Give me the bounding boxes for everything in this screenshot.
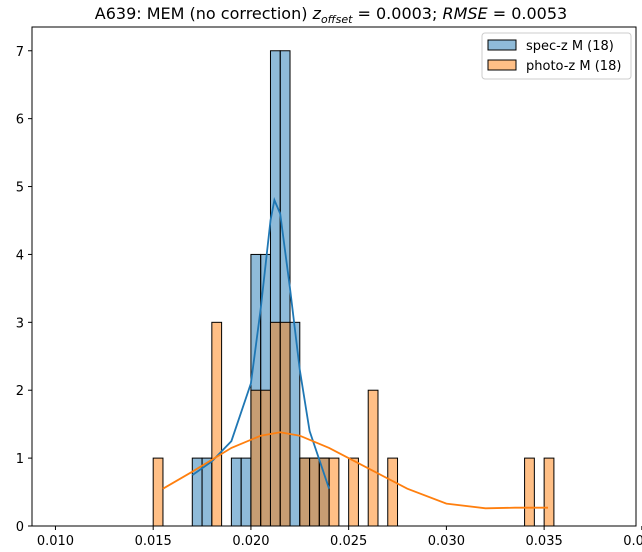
legend-label-series2: photo-z M (18): [526, 59, 621, 74]
legend-label-series1: spec-z M (18): [526, 39, 614, 54]
plot-area: [152, 50, 555, 527]
bar-series2-3: [250, 389, 262, 527]
bar-series2-4: [260, 389, 271, 527]
y-tick-label: 4: [16, 248, 24, 263]
x-tick-label: 0.035: [526, 534, 563, 549]
legend: spec-z M (18) photo-z M (18): [481, 32, 632, 80]
axes-frame: [31, 26, 637, 527]
y-tick-label: 5: [16, 181, 24, 196]
bar-series1-4: [240, 457, 252, 527]
bar-series2-15: [543, 457, 555, 527]
bar-series2-8: [309, 457, 320, 527]
x-tick-label: 0.025: [330, 534, 367, 549]
legend-box: [481, 32, 632, 80]
legend-swatch-series1: [487, 39, 517, 51]
kde-line-series2: [162, 431, 548, 510]
bar-series2-6: [279, 321, 291, 527]
x-tick-label: 0.010: [37, 534, 74, 549]
x-tick-label: 0.020: [232, 534, 269, 549]
legend-swatch-series2: [487, 59, 517, 71]
bar-series1-3: [230, 457, 242, 527]
bar-series2-14: [524, 457, 535, 527]
y-tick-label: 0: [16, 520, 24, 535]
bar-series2-5: [269, 321, 281, 527]
bar-series2-13: [387, 457, 399, 527]
bar-series2-12: [367, 389, 379, 527]
y-tick-label: 6: [16, 113, 24, 128]
axes: 0.010 0.015 0.020 0.025 0.030 0.035 0.040 0 1 2 3 4…: [16, 45, 642, 549]
chart-title: A639: MEM (no correction) zoffset = 0.00…: [95, 4, 567, 26]
x-tick-label: 0.015: [135, 534, 172, 549]
x-tick-label: 0.030: [428, 534, 465, 549]
bar-series2-11: [348, 457, 359, 527]
y-tick-label: 1: [16, 452, 24, 467]
bar-series2-7: [299, 457, 311, 527]
kde-line-series1: [191, 197, 330, 489]
x-tick-label: 0.040: [623, 534, 642, 549]
y-tick-label: 7: [16, 45, 24, 60]
y-tick-label: 2: [16, 384, 24, 399]
bar-series2-1: [152, 457, 164, 527]
bar-series2-9: [318, 457, 330, 527]
bar-series2-2: [211, 321, 223, 527]
y-tick-label: 3: [16, 316, 24, 331]
bar-series2-10: [328, 457, 340, 527]
